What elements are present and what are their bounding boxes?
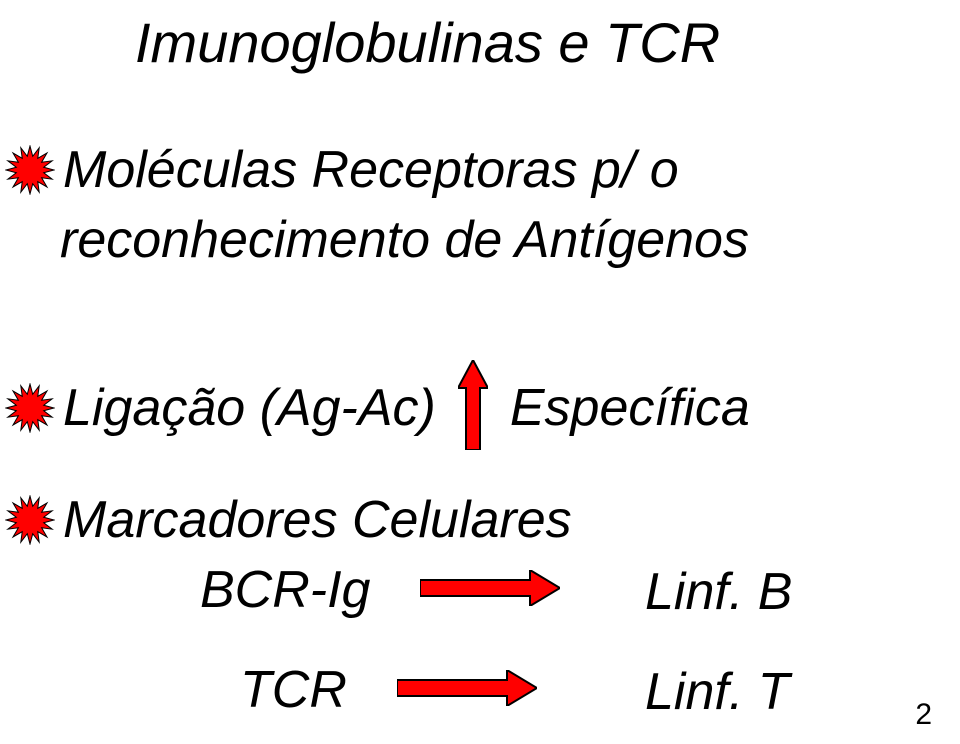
right-arrow-icon — [397, 670, 537, 711]
bullet-row-1: Moléculas Receptoras p/ o — [5, 140, 679, 200]
bullet-1-text-line2: reconhecimento de Antígenos — [60, 210, 749, 270]
marker-row-tcr: TCR — [240, 660, 567, 720]
slide-title: Imunoglobulinas e TCR — [135, 10, 720, 75]
star-icon — [5, 495, 55, 545]
bullet-row-2: Ligação (Ag-Ac) Específica — [5, 360, 750, 455]
bcr-label: BCR-Ig — [200, 560, 370, 620]
up-arrow-icon — [458, 360, 488, 455]
bcr-target: Linf. B — [645, 562, 792, 622]
bullet-2-right-text: Específica — [510, 378, 750, 438]
tcr-target: Linf. T — [645, 662, 790, 722]
page-number: 2 — [915, 698, 932, 732]
bullet-1-text: Moléculas Receptoras p/ o — [63, 140, 679, 200]
tcr-label: TCR — [240, 660, 347, 720]
bullet-2-left-text: Ligação (Ag-Ac) — [63, 378, 436, 438]
bullet-row-3: Marcadores Celulares — [5, 490, 572, 550]
star-icon — [5, 383, 55, 433]
bullet-3-text: Marcadores Celulares — [63, 490, 572, 550]
star-icon — [5, 145, 55, 195]
bullet-row-1-line2: reconhecimento de Antígenos — [60, 210, 749, 270]
marker-row-bcr: BCR-Ig — [200, 560, 590, 620]
right-arrow-icon — [420, 570, 560, 611]
